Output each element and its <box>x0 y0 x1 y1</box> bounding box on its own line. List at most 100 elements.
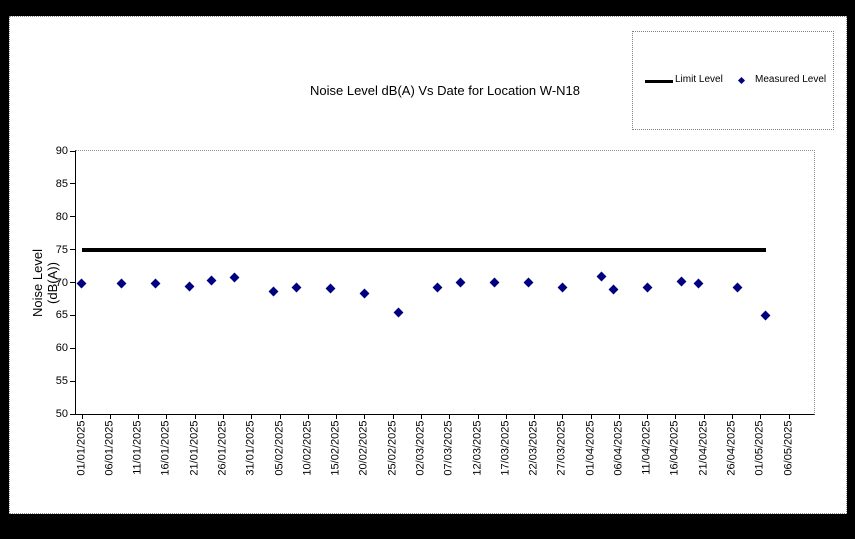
x-tick-label: 20/02/2025 <box>357 420 370 476</box>
x-axis-tick <box>703 414 705 419</box>
x-tick-label: 26/04/2025 <box>725 420 738 476</box>
limit-level-line <box>81 247 766 252</box>
data-point <box>676 276 687 287</box>
legend: Limit Level Measured Level <box>632 31 834 130</box>
y-axis-tick <box>70 183 75 185</box>
x-tick-label: 17/03/2025 <box>499 420 512 476</box>
data-point <box>642 282 653 293</box>
data-point <box>596 271 607 282</box>
x-axis-tick <box>647 414 649 419</box>
x-axis-tick <box>788 414 790 419</box>
limit-line-swatch-icon <box>645 80 673 83</box>
x-axis-tick <box>109 414 111 419</box>
legend-limit-label: Limit Level <box>675 74 723 85</box>
x-tick-label: 11/01/2025 <box>131 420 144 475</box>
plot-area: 50 55 60 65 70 75 80 85 90 01/01/2025 06/01/2025 11… <box>56 145 815 476</box>
data-point <box>325 283 336 294</box>
chart-area: Noise Level dB(A) Vs Date for Location W… <box>9 16 847 514</box>
x-axis-tick <box>194 414 196 419</box>
x-axis-tick <box>534 414 536 419</box>
x-tick-label: 07/03/2025 <box>442 420 455 476</box>
y-axis-tick <box>70 380 75 382</box>
x-tick-label: 15/02/2025 <box>329 420 342 476</box>
y-tick-label: 70 <box>55 276 68 289</box>
x-tick-label: 01/04/2025 <box>584 420 597 476</box>
x-axis-tick <box>760 414 762 419</box>
x-tick-label: 11/04/2025 <box>640 420 653 475</box>
y-tick-label: 75 <box>55 243 68 256</box>
x-tick-label: 25/02/2025 <box>386 420 399 476</box>
x-axis-tick <box>505 414 507 419</box>
x-axis-tick <box>477 414 479 419</box>
data-point <box>184 281 195 292</box>
y-axis-tick <box>70 249 75 251</box>
data-point <box>732 282 743 293</box>
x-tick-label: 01/01/2025 <box>75 420 88 476</box>
data-point <box>206 275 217 286</box>
data-point <box>268 286 279 297</box>
data-point <box>359 288 370 298</box>
data-point <box>608 284 619 295</box>
x-tick-label: 12/03/2025 <box>471 420 484 476</box>
data-point <box>557 282 568 293</box>
legend-measured-label: Measured Level <box>755 74 827 85</box>
data-point <box>291 282 302 293</box>
data-point <box>116 278 127 289</box>
x-tick-label: 02/03/2025 <box>414 420 427 476</box>
x-axis-tick <box>420 414 422 419</box>
x-tick-label: 21/04/2025 <box>697 420 710 476</box>
x-tick-label: 06/04/2025 <box>612 420 625 476</box>
x-tick-label: 26/01/2025 <box>216 420 229 476</box>
data-point <box>523 277 534 288</box>
x-tick-label: 22/03/2025 <box>527 420 540 476</box>
y-tick-label: 50 <box>55 408 68 420</box>
x-axis-tick <box>392 414 394 419</box>
x-axis-tick <box>166 414 168 419</box>
y-axis-tick <box>70 314 75 316</box>
y-tick-label: 85 <box>55 177 68 190</box>
x-axis-tick <box>562 414 564 419</box>
x-tick-label: 31/01/2025 <box>244 420 257 476</box>
data-point <box>229 272 240 283</box>
x-axis-tick <box>223 414 225 419</box>
measured-diamond-icon <box>737 76 746 85</box>
x-axis-tick <box>336 414 338 419</box>
x-axis-tick <box>732 414 733 419</box>
x-tick-label: 16/01/2025 <box>159 420 172 476</box>
x-tick-label: 06/05/2025 <box>782 420 795 476</box>
x-axis-tick <box>618 414 620 419</box>
y-tick-label: 65 <box>55 309 68 322</box>
data-point <box>393 307 404 318</box>
x-tick-label: 10/02/2025 <box>301 420 314 476</box>
x-axis-tick <box>590 414 592 419</box>
x-axis-tick <box>251 414 253 419</box>
data-point <box>455 277 466 288</box>
data-point <box>760 310 771 321</box>
y-axis-tick <box>70 282 75 283</box>
x-axis-tick <box>675 414 677 419</box>
y-axis-tick <box>70 413 75 415</box>
x-axis-tick <box>81 414 83 419</box>
x-tick-label: 01/05/2025 <box>753 420 766 476</box>
data-point <box>150 278 161 289</box>
data-point <box>432 282 443 293</box>
y-tick-label: 60 <box>55 342 68 355</box>
y-tick-label: 90 <box>55 145 68 157</box>
x-axis-tick <box>307 414 309 419</box>
y-axis-tick <box>70 347 75 349</box>
data-point <box>76 278 87 289</box>
data-point <box>489 277 500 288</box>
data-point <box>693 278 704 289</box>
x-axis-tick <box>364 414 366 419</box>
y-axis-tick <box>70 216 75 218</box>
x-axis-tick <box>138 414 140 419</box>
x-axis-tick <box>279 414 281 419</box>
chart-title: Noise Level dB(A) Vs Date for Location W… <box>310 83 580 98</box>
y-tick-label: 55 <box>55 375 68 388</box>
x-tick-label: 27/03/2025 <box>555 420 568 476</box>
y-tick-label: 80 <box>55 210 68 223</box>
x-tick-label: 21/01/2025 <box>188 420 201 476</box>
x-tick-label: 06/01/2025 <box>103 420 116 476</box>
y-axis-tick <box>70 150 75 152</box>
